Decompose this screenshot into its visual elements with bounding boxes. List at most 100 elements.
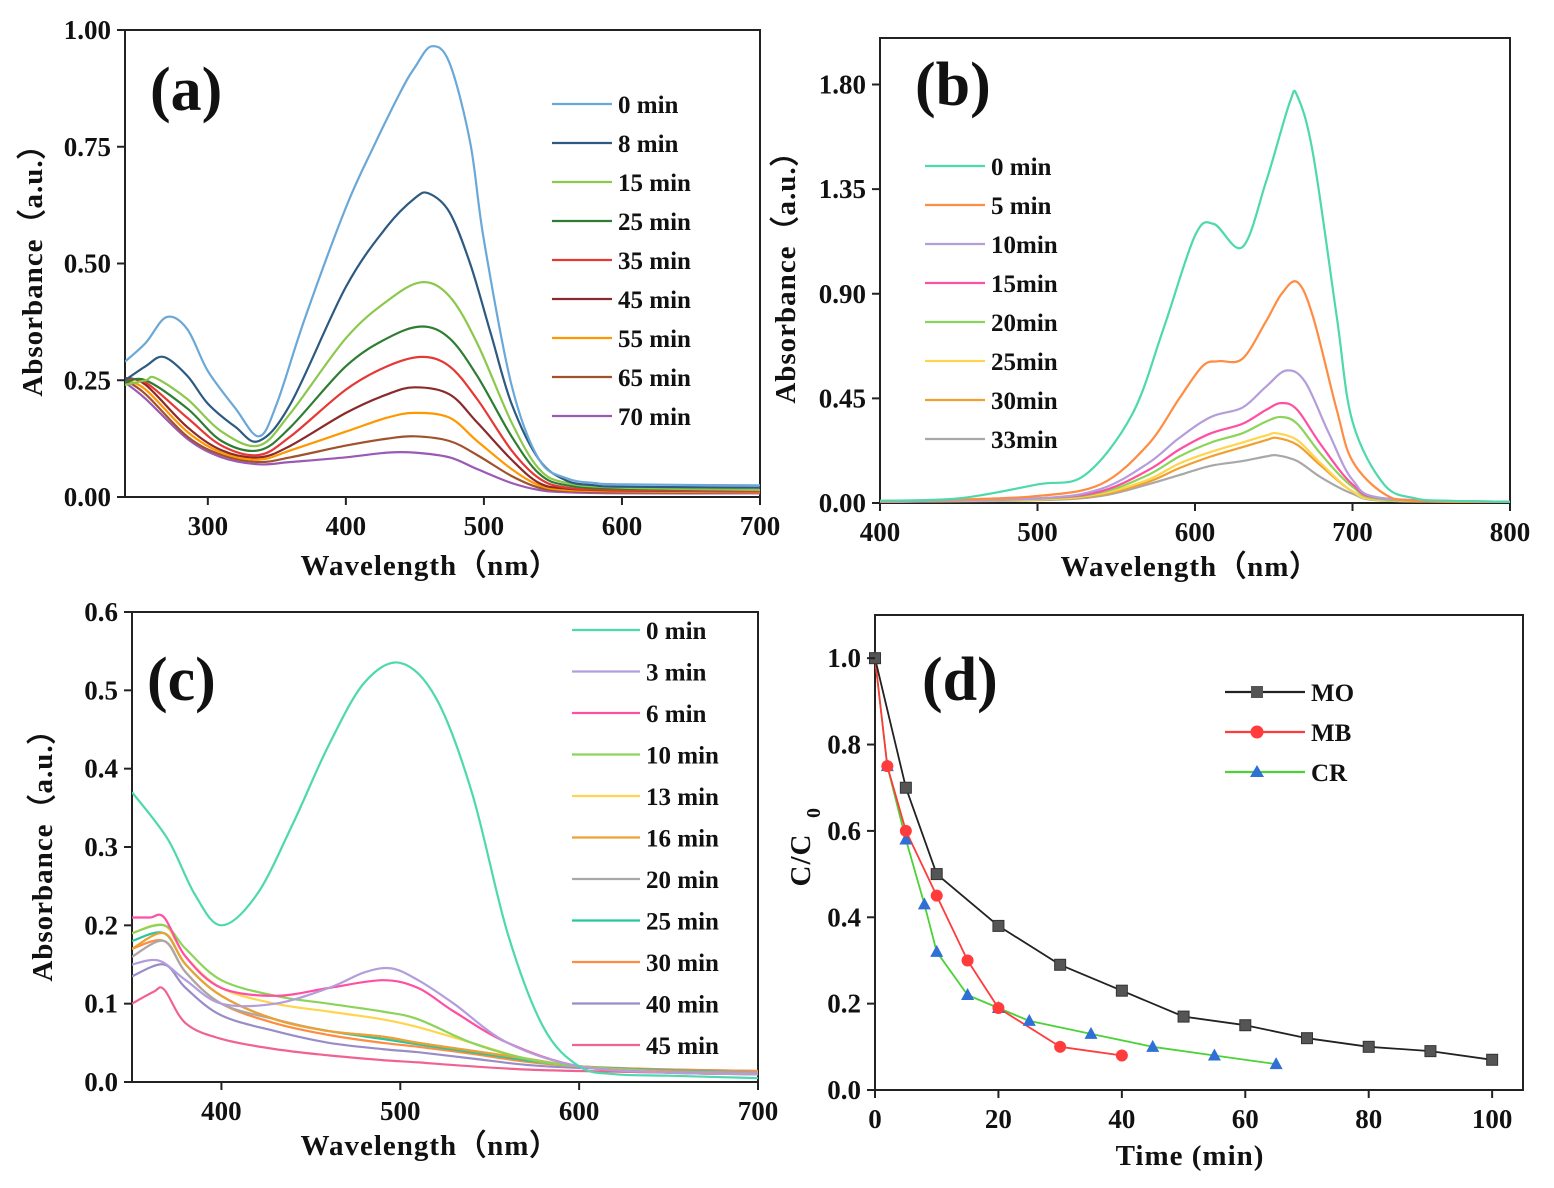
panel-c-y-tick-label: 0.4 bbox=[84, 754, 118, 784]
panel-a-series-65min-line bbox=[125, 379, 760, 494]
panel-c-x-tick-label: 500 bbox=[380, 1096, 421, 1126]
panel-d-x-tick-label: 80 bbox=[1355, 1104, 1382, 1134]
panel-c-legend-label: 6 min bbox=[646, 701, 707, 728]
panel-b-legend-item-0min: 0 min bbox=[925, 154, 1052, 181]
panel-c-legend-label: 25 min bbox=[646, 909, 719, 936]
panel-a-legend-label: 65 min bbox=[618, 365, 691, 392]
panel-c-legend-item-20min: 20 min bbox=[572, 867, 719, 894]
panel-b-plot-area bbox=[880, 89, 1510, 503]
panel-d-legend-marker bbox=[1250, 725, 1264, 739]
panel-a-legend-item-55min: 55 min bbox=[552, 326, 691, 353]
panel-d-mb-point bbox=[930, 889, 943, 902]
panel-c-legend-label: 13 min bbox=[646, 784, 719, 811]
panel-b-series-10min-line bbox=[880, 369, 1510, 503]
panel-c-x-tick-label: 600 bbox=[559, 1096, 600, 1126]
panel-b-legend-item-30min: 30min bbox=[925, 388, 1058, 415]
panel-c-y-tick-label: 0.2 bbox=[84, 910, 118, 940]
panel-c-legend-item-13min: 13 min bbox=[572, 784, 719, 811]
panel-b-legend-label: 20min bbox=[991, 310, 1058, 337]
panel-a-x-tick-label: 500 bbox=[464, 511, 505, 541]
panel-b-legend-label: 30min bbox=[991, 388, 1058, 415]
panel-d-legend-label: CR bbox=[1311, 760, 1348, 787]
panel-c-legend-label: 16 min bbox=[646, 826, 719, 853]
panel-d-mo-point bbox=[992, 919, 1005, 932]
panel-b-legend-item-5min: 5 min bbox=[925, 193, 1052, 220]
panel-d-plot-area bbox=[875, 657, 1493, 1065]
panel-a-x-axis-title: Wavelength（nm） bbox=[301, 549, 560, 582]
panel-d-x-tick-label: 100 bbox=[1472, 1104, 1513, 1134]
panel-b-legend-item-20min: 20min bbox=[925, 310, 1058, 337]
panel-d-mb-point bbox=[992, 1001, 1005, 1014]
panel-c-plot-area bbox=[132, 661, 758, 1080]
panel-d-legend-marker bbox=[1250, 765, 1264, 777]
panel-b-series-0min-line bbox=[880, 89, 1510, 503]
panel-a-label: (a) bbox=[150, 56, 222, 124]
panel-a-x-tick-label: 600 bbox=[602, 511, 643, 541]
panel-b-y-tick-label: 1.35 bbox=[819, 174, 866, 204]
panel-a-series-35min-line bbox=[125, 355, 760, 493]
panel-b-x-tick-label: 500 bbox=[1017, 517, 1058, 547]
panel-b-label: (b) bbox=[915, 51, 991, 119]
panel-d-y-tick-label: 1.0 bbox=[827, 643, 861, 673]
panel-c-legend-label: 10 min bbox=[646, 743, 719, 770]
panel-c-legend-label: 30 min bbox=[646, 950, 719, 977]
panel-c-x-tick-label: 700 bbox=[738, 1096, 779, 1126]
panel-c-chart: 400 500 600 700 0.0 0.1 0.2 0.3 0.4 0.5 0.6 (c) Wa… bbox=[26, 597, 778, 1162]
panel-c-label: (c) bbox=[147, 646, 216, 714]
panel-c-legend-item-16min: 16 min bbox=[572, 826, 719, 853]
panel-b-legend-label: 33min bbox=[991, 427, 1058, 454]
panel-a-legend-label: 8 min bbox=[618, 131, 679, 158]
panel-a-legend-label: 35 min bbox=[618, 248, 691, 275]
panel-a-legend-item-35min: 35 min bbox=[552, 248, 691, 275]
panel-c-legend: 0 min 3 min 6 min 10 min 13 min 16 min 20 min 2… bbox=[572, 618, 719, 1060]
panel-a-series-lines bbox=[125, 45, 760, 495]
panel-d-y-axis-title: C/C bbox=[785, 834, 817, 887]
panel-d-axis-ticks: 0 20 40 60 80 100 0.0 0.2 0.4 0.6 0.8 1.0 bbox=[827, 643, 1512, 1134]
panel-a-x-tick-label: 300 bbox=[188, 511, 229, 541]
panel-a-x-tick-label: 700 bbox=[740, 511, 781, 541]
panel-b-series-lines bbox=[880, 89, 1510, 503]
panel-d-legend-label: MO bbox=[1311, 680, 1354, 707]
panel-b-y-axis-title: Absorbance（a.u.） bbox=[769, 136, 802, 403]
panel-b-y-tick-label: 1.80 bbox=[819, 70, 866, 100]
panel-d-legend: MO MB CR bbox=[1225, 680, 1354, 787]
panel-b-series-5min-line bbox=[880, 280, 1510, 503]
panel-d-mb-point bbox=[961, 954, 974, 967]
panel-b-series-25min-line bbox=[880, 431, 1510, 503]
panel-d-mb-point bbox=[1054, 1040, 1067, 1053]
panel-a-series-55min-line bbox=[125, 379, 760, 494]
panel-d-mo-point bbox=[899, 781, 912, 794]
panel-a-y-tick-label: 0.75 bbox=[64, 132, 111, 162]
panel-a-x-tick-label: 400 bbox=[326, 511, 367, 541]
panel-c-y-tick-label: 0.5 bbox=[84, 675, 118, 705]
panel-c-legend-item-0min: 0 min bbox=[572, 618, 707, 645]
panel-b-legend-label: 15min bbox=[991, 271, 1058, 298]
panel-a-legend-label: 45 min bbox=[618, 287, 691, 314]
panel-d-series-mb-line bbox=[875, 658, 1123, 1057]
panel-a-y-tick-label: 0.00 bbox=[64, 482, 111, 512]
panel-d-legend-item-mo: MO bbox=[1225, 680, 1354, 707]
panel-a-series-45min-line bbox=[125, 376, 760, 493]
panel-a-legend-item-15min: 15 min bbox=[552, 170, 691, 197]
panel-d-legend-item-mb: MB bbox=[1225, 720, 1351, 747]
panel-c-legend-label: 40 min bbox=[646, 992, 719, 1019]
panel-a-series-25min-line bbox=[125, 325, 760, 492]
panel-a-plot-area bbox=[125, 45, 760, 495]
panel-c-series-45min-line bbox=[132, 986, 758, 1076]
panel-d-y-tick-label: 0.8 bbox=[827, 730, 861, 760]
panel-d-cr-point bbox=[1207, 1048, 1221, 1061]
panel-d-legend-marker bbox=[1251, 686, 1263, 698]
panel-c-legend-item-40min: 40 min bbox=[572, 992, 719, 1019]
panel-d-x-tick-label: 0 bbox=[868, 1104, 882, 1134]
panel-c-y-tick-label: 0.6 bbox=[84, 597, 118, 627]
panel-b-legend-item-10min: 10min bbox=[925, 232, 1058, 259]
panel-a-legend-item-70min: 70 min bbox=[552, 404, 691, 431]
panel-a-series-0min-line bbox=[125, 45, 760, 487]
panel-a-legend-label: 25 min bbox=[618, 209, 691, 236]
panel-d-x-tick-label: 40 bbox=[1108, 1104, 1135, 1134]
panel-c-axis-ticks: 400 500 600 700 0.0 0.1 0.2 0.3 0.4 0.5 0.6 bbox=[84, 597, 778, 1126]
panel-a-series-70min-line bbox=[125, 381, 760, 495]
panel-d-mb-point bbox=[1115, 1049, 1128, 1062]
